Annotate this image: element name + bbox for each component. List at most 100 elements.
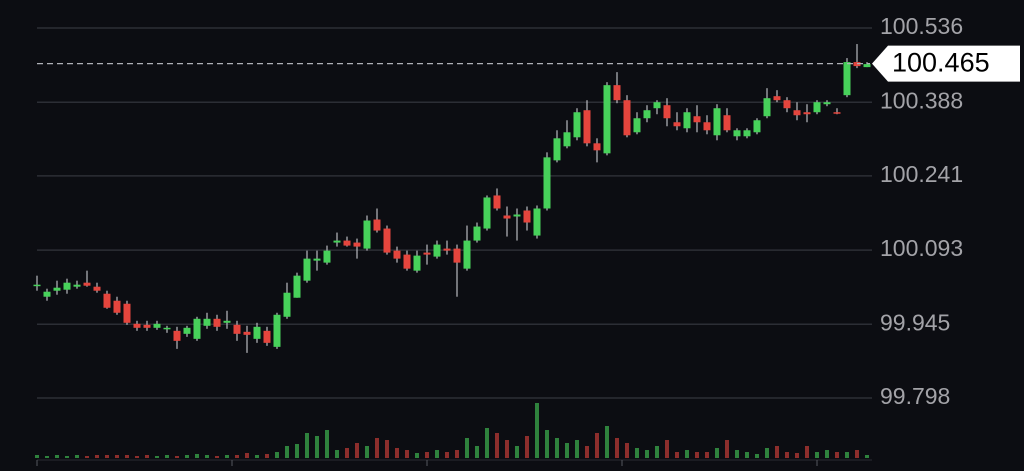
y-tick-label: 100.093: [880, 235, 963, 261]
volume-bar: [215, 456, 219, 458]
volume-bar: [195, 454, 199, 458]
candle-body: [713, 108, 721, 136]
candle-body: [493, 195, 501, 209]
candle-body: [413, 255, 421, 271]
time-ticks: [36, 460, 818, 466]
volume-bar: [685, 450, 689, 458]
volume-bar: [755, 454, 759, 458]
volume-bar: [255, 455, 259, 458]
candle-body: [593, 143, 601, 151]
candle-body: [803, 112, 811, 115]
y-tick-label: 100.241: [880, 161, 963, 187]
candle-body: [113, 300, 121, 313]
candle-body: [333, 240, 341, 243]
volume-bar: [245, 453, 249, 458]
volume-bar: [305, 433, 309, 458]
volume-bar: [615, 438, 619, 458]
volume-bar: [765, 448, 769, 458]
volume-bar: [595, 433, 599, 458]
candle-body: [183, 327, 191, 334]
candle-body: [473, 226, 481, 241]
candle-body: [693, 116, 701, 123]
candle-body: [763, 98, 771, 117]
volume-bar: [175, 456, 179, 458]
candle-body: [683, 112, 691, 129]
candle-body: [833, 112, 841, 114]
candle-body: [603, 85, 611, 154]
volume-bar: [805, 446, 809, 458]
volume-bar: [535, 403, 539, 458]
candle-body: [283, 292, 291, 317]
volume-bar: [725, 440, 729, 458]
volume-bar: [405, 450, 409, 458]
volume-bar: [785, 452, 789, 458]
candle-body: [193, 318, 201, 339]
candle-body: [673, 122, 681, 127]
volume-bar: [225, 455, 229, 458]
candle-body: [433, 244, 441, 257]
volume-bar: [345, 448, 349, 458]
candle-body: [653, 102, 661, 109]
last-price-label: 100.465: [892, 48, 990, 78]
volume-bar: [475, 446, 479, 458]
candle-body: [353, 242, 361, 247]
candle-body: [753, 120, 761, 133]
volume-bar: [835, 452, 839, 458]
volume-bar: [115, 455, 119, 458]
volume-bar: [455, 450, 459, 458]
last-price-box: [872, 45, 1020, 82]
candle-body: [723, 115, 731, 131]
volume-bar: [185, 455, 189, 458]
volume-bar: [155, 456, 159, 458]
candle-body: [123, 303, 131, 323]
volume-bar: [795, 453, 799, 458]
volume-bar: [705, 452, 709, 458]
candle-body: [73, 284, 81, 287]
candle-body: [643, 110, 651, 119]
candle-body: [293, 275, 301, 298]
volume-bar: [645, 450, 649, 458]
candle-body: [203, 318, 211, 326]
volume-bar: [495, 433, 499, 458]
volume-bar: [145, 455, 149, 458]
candle-body: [253, 326, 261, 339]
volume-bar: [745, 452, 749, 458]
candle-body: [323, 250, 331, 263]
y-tick-label: 100.536: [880, 13, 963, 39]
candle-body: [233, 324, 241, 334]
volume-bar: [545, 430, 549, 458]
candle-body: [343, 240, 351, 246]
candle-body: [393, 250, 401, 259]
candle-body: [553, 138, 561, 161]
volume-bar: [35, 455, 39, 458]
volume-bar: [675, 452, 679, 458]
volume-bar: [735, 450, 739, 458]
candle-body: [313, 258, 321, 261]
volume-bar: [375, 438, 379, 458]
candle-body: [513, 214, 521, 217]
volume-bar: [65, 456, 69, 458]
volume-bar: [205, 455, 209, 458]
candle-body: [43, 291, 51, 297]
volume-bar: [695, 452, 699, 458]
volume-bar: [625, 443, 629, 458]
candle-body: [163, 327, 171, 330]
candle-body: [573, 112, 581, 138]
volume-bar: [525, 436, 529, 458]
candle-body: [793, 110, 801, 116]
candle-body: [543, 157, 551, 209]
candle-body: [133, 323, 141, 328]
candle-body: [623, 100, 631, 136]
y-tick-label: 99.945: [880, 309, 950, 335]
candle-body: [263, 330, 271, 343]
candle-body: [503, 215, 511, 219]
candle-body: [863, 64, 871, 68]
volume-bar: [85, 456, 89, 458]
candle-body: [633, 118, 641, 133]
volume-bar: [355, 443, 359, 458]
volume-bar: [655, 446, 659, 458]
volume-bar: [575, 440, 579, 458]
volume-bar: [395, 448, 399, 458]
